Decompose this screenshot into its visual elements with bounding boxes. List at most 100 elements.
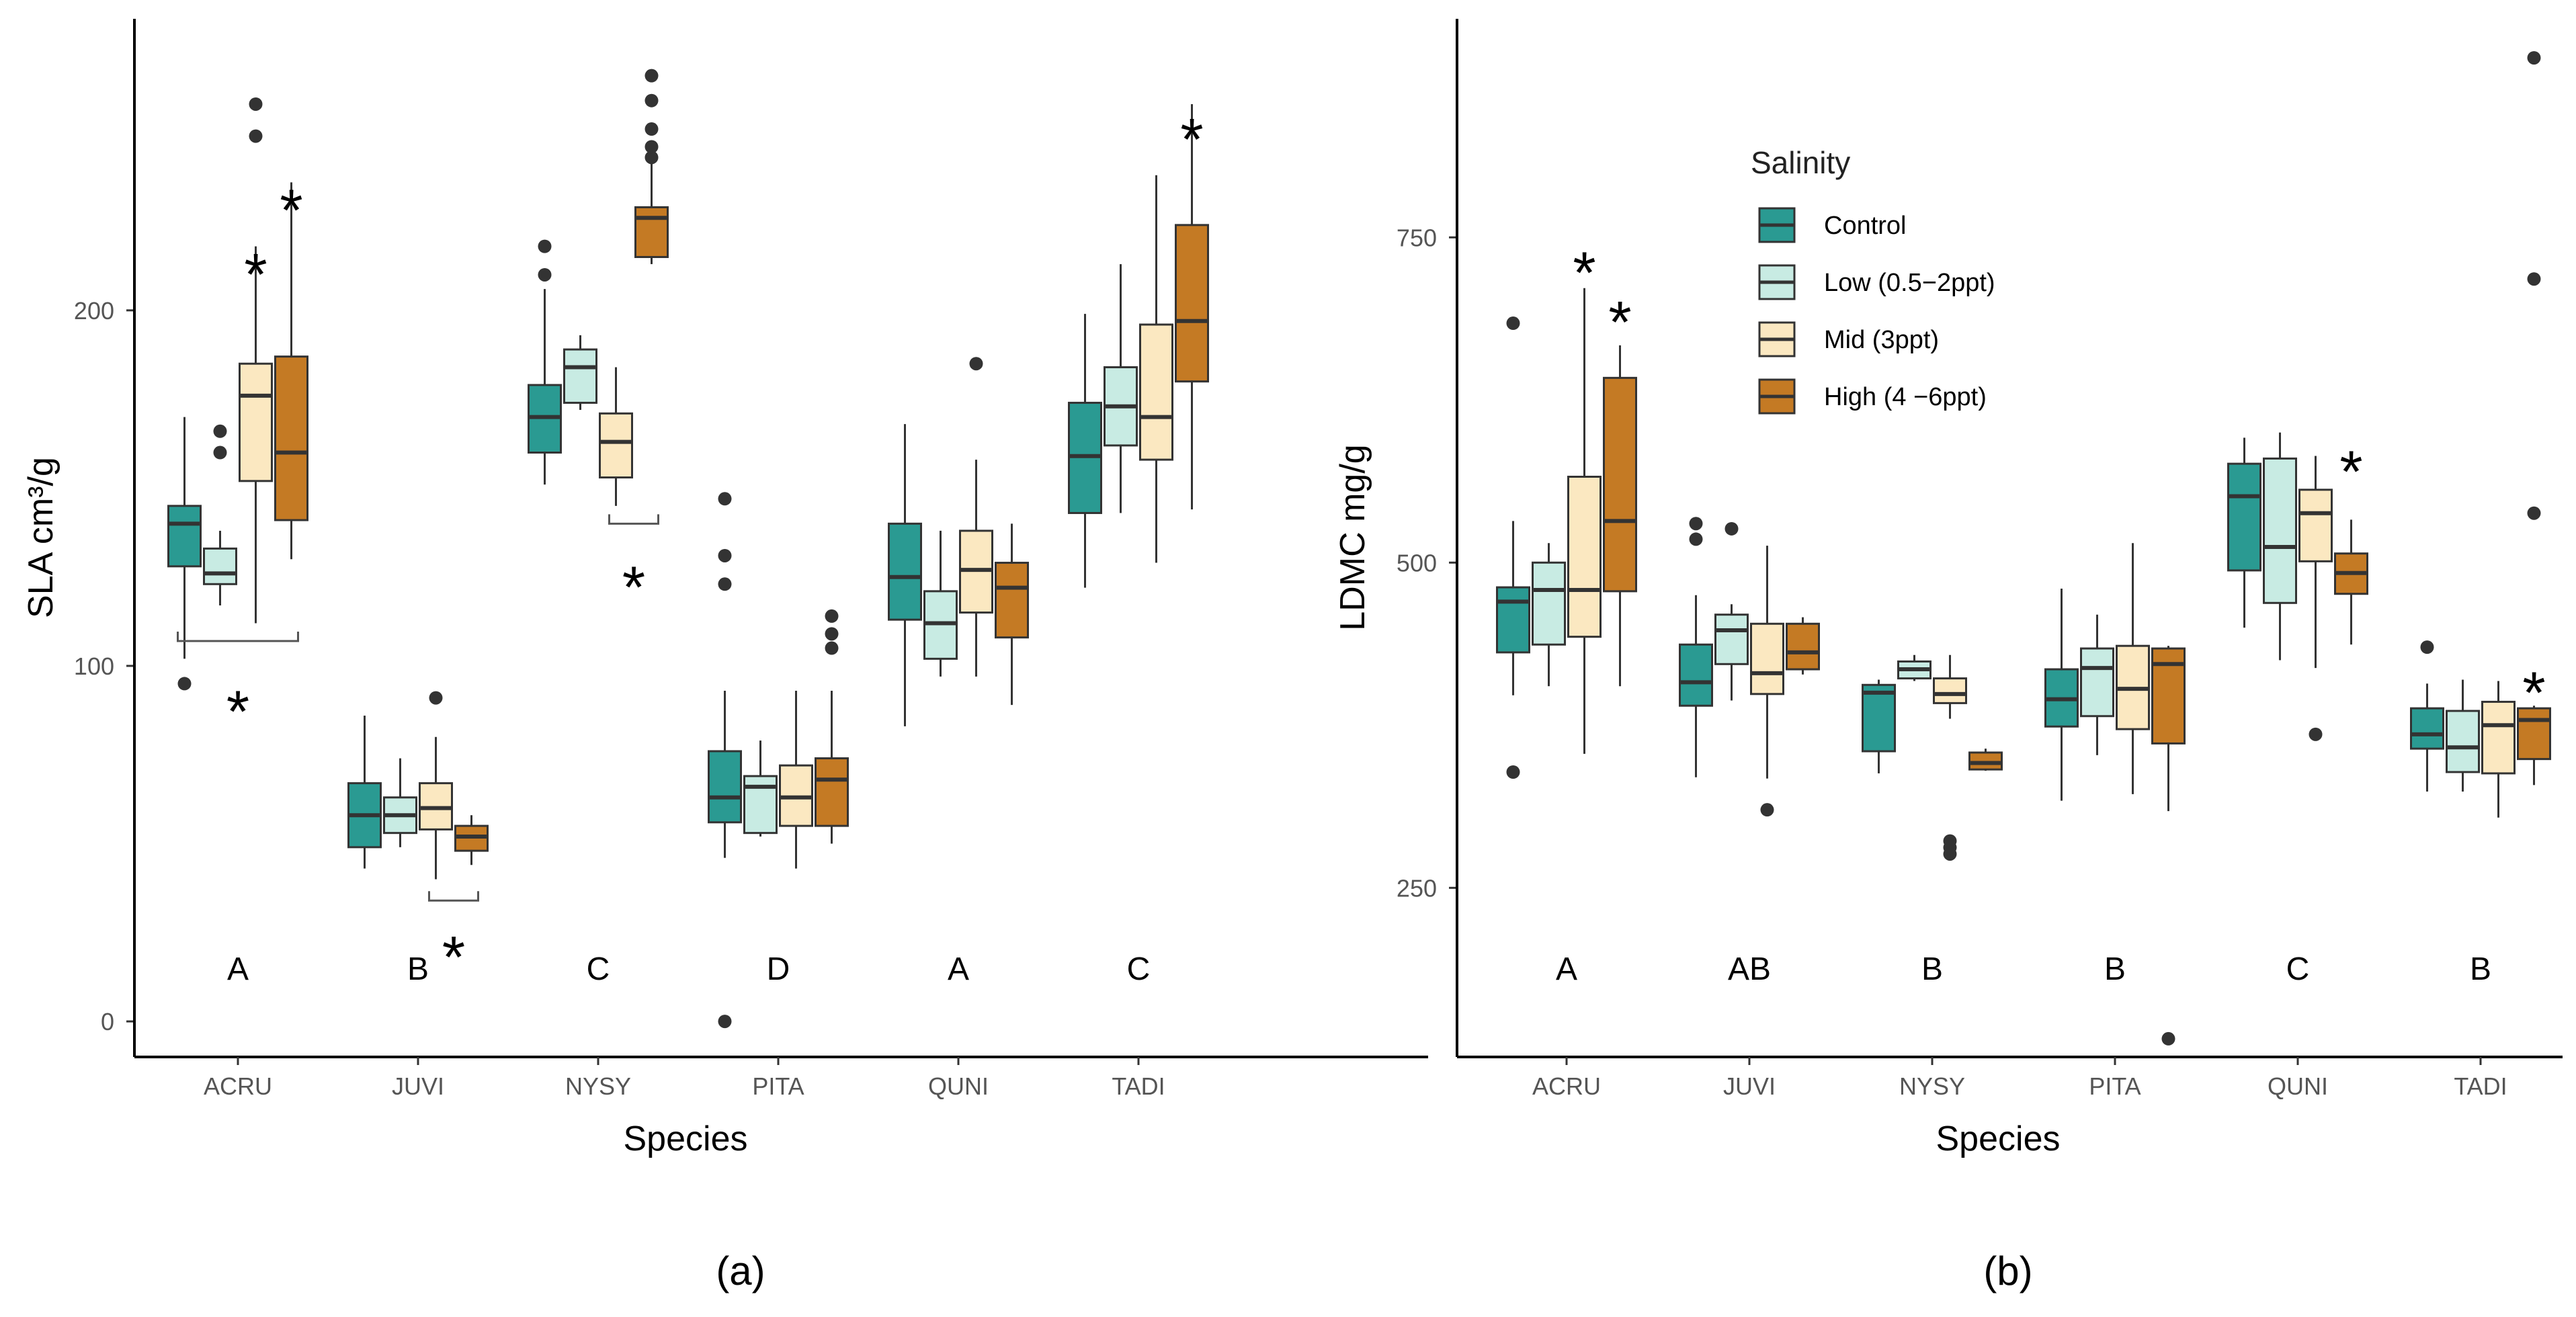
box-nysy-2 <box>1933 654 1967 861</box>
box-pita-2 <box>2116 543 2150 794</box>
outlier-point <box>249 97 263 111</box>
x-tick-label: ACRU <box>1532 1072 1601 1100</box>
box-juvi-3 <box>1786 617 1820 675</box>
outlier-point <box>2527 51 2541 65</box>
box-tadi-1 <box>2446 679 2480 792</box>
group-letter: C <box>587 951 610 987</box>
significance-star: * <box>226 678 249 745</box>
box-quni-1 <box>923 530 958 677</box>
outlier-point <box>1689 532 1703 546</box>
outlier-point <box>538 267 552 282</box>
group-letter: B <box>2104 951 2126 987</box>
significance-bracket <box>428 891 479 902</box>
box-tadi-1 <box>1104 264 1138 513</box>
box-juvi-0 <box>1679 517 1713 777</box>
box-iqr <box>2481 700 2516 775</box>
outlier-point <box>825 627 839 641</box>
outlier-point <box>1506 765 1520 779</box>
box-tadi-0 <box>1068 314 1102 588</box>
group-letter: B <box>407 951 429 987</box>
box-nysy-2 <box>599 367 633 506</box>
box-juvi-1 <box>383 758 417 847</box>
legend-title: Salinity <box>1751 145 1850 180</box>
outlier-point <box>1725 521 1739 536</box>
outlier-point <box>718 577 732 591</box>
ldmc-group-letters: A AB B B C B <box>1556 951 2491 987</box>
outlier-point <box>969 357 983 371</box>
outlier-point <box>2420 640 2434 654</box>
group-letter: A <box>227 951 249 987</box>
significance-star: * <box>2522 659 2545 726</box>
outlier-point <box>2527 506 2541 520</box>
outlier-point <box>645 122 659 136</box>
box-pita-1 <box>2080 614 2114 755</box>
box-pita-0 <box>2044 589 2079 801</box>
outlier-point <box>213 445 227 460</box>
box-iqr <box>1679 643 1713 707</box>
sla-panel-label: (a) <box>716 1248 765 1293</box>
box-iqr <box>2227 462 2261 572</box>
box-iqr <box>274 355 308 521</box>
box-iqr <box>1750 622 1784 695</box>
significance-bracket <box>608 514 659 525</box>
box-tadi-2 <box>1139 175 1173 563</box>
box-iqr <box>239 362 273 482</box>
outlier-point <box>645 151 659 165</box>
x-tick-label: TADI <box>2454 1072 2507 1100</box>
ldmc-x-ticks: ACRU JUVI NYSY PITA QUNI TADI <box>1532 1057 2507 1100</box>
box-nysy-1 <box>1897 654 1931 681</box>
legend-item: Low (0.5−2ppt) <box>1758 264 1995 300</box>
box-nysy-0 <box>528 239 562 485</box>
box-iqr <box>1603 376 1637 593</box>
box-nysy-3 <box>634 69 669 265</box>
box-iqr <box>888 522 922 621</box>
box-iqr <box>2517 707 2551 761</box>
x-tick-label: QUNI <box>928 1072 989 1100</box>
box-quni-3 <box>2334 519 2368 645</box>
box-iqr <box>1714 613 1749 665</box>
box-iqr <box>2263 457 2297 604</box>
outlier-point <box>718 492 732 506</box>
outlier-point <box>213 424 227 438</box>
ldmc-x-axis-title: Species <box>1936 1119 2061 1158</box>
box-nysy-1 <box>563 335 597 411</box>
box-pita-3 <box>2151 646 2186 1046</box>
legend-label: Mid (3ppt) <box>1824 326 1939 354</box>
outlier-point <box>645 140 659 154</box>
box-iqr <box>1786 622 1820 671</box>
box-iqr <box>1139 323 1173 461</box>
box-iqr <box>167 505 202 568</box>
outlier-point <box>1506 316 1520 331</box>
y-tick-label: 750 <box>1397 224 1437 251</box>
x-tick-label: ACRU <box>204 1072 272 1100</box>
box-iqr <box>1175 224 1209 383</box>
x-tick-label: JUVI <box>1723 1072 1776 1100</box>
significance-bracket <box>177 631 299 642</box>
group-letter: A <box>948 951 969 987</box>
box-nysy-0 <box>1862 679 1896 773</box>
sla-x-ticks: ACRU JUVI NYSY PITA QUNI TADI <box>204 1057 1165 1100</box>
sla-y-ticks: 0 100 200 <box>74 297 134 1035</box>
outlier-point <box>2161 1031 2175 1046</box>
box-iqr <box>634 206 669 259</box>
box-iqr <box>2080 647 2114 718</box>
box-iqr <box>2446 710 2480 773</box>
legend-items: Control Low (0.5−2ppt) Mid (3ppt) High (4 −… <box>1758 207 1995 415</box>
ldmc-y-axis-title: LDMC mg/g <box>1333 444 1372 630</box>
box-tadi-3 <box>1175 103 1209 510</box>
ldmc-panel-label: (b) <box>1983 1248 2032 1293</box>
box-iqr <box>995 562 1029 639</box>
y-tick-label: 0 <box>101 1008 114 1035</box>
group-letter: AB <box>1728 951 1771 987</box>
x-tick-label: JUVI <box>392 1072 444 1100</box>
box-juvi-0 <box>347 716 382 869</box>
group-letter: C <box>2286 951 2310 987</box>
box-iqr <box>203 547 237 585</box>
legend-item: Mid (3ppt) <box>1758 321 1939 357</box>
outlier-point <box>177 677 192 691</box>
box-iqr <box>599 412 633 479</box>
sla-y-axis-title: SLA cm³/g <box>22 457 60 618</box>
box-iqr <box>1567 476 1602 638</box>
